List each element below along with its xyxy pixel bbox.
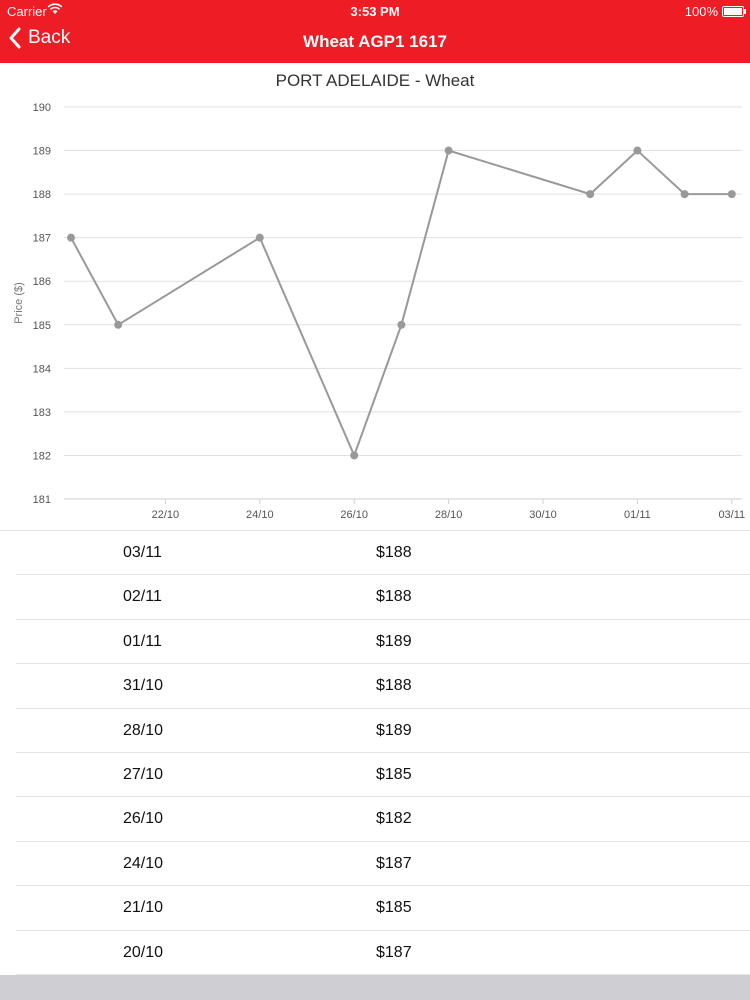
y-tick-label: 185 xyxy=(33,320,51,332)
x-tick-label: 01/11 xyxy=(624,509,651,521)
y-tick-label: 182 xyxy=(33,450,51,462)
price-list: 03/11 $188 02/11 $188 01/11 $189 31/10 $188 28/1… xyxy=(16,531,750,975)
y-tick-label: 189 xyxy=(33,146,51,158)
carrier-label: Carrier xyxy=(7,4,47,19)
row-date: 31/10 xyxy=(123,677,164,695)
page-title: Wheat AGP1 1617 xyxy=(303,32,447,51)
chevron-left-icon xyxy=(9,27,21,49)
row-price: $185 xyxy=(376,899,412,917)
row-price: $188 xyxy=(376,677,412,695)
data-point xyxy=(586,190,595,199)
y-tick-label: 187 xyxy=(33,233,51,245)
x-tick-label: 22/10 xyxy=(152,509,180,521)
y-tick-label: 190 xyxy=(33,102,51,114)
x-tick-label: 30/10 xyxy=(529,509,557,521)
y-tick-label: 188 xyxy=(33,189,51,201)
row-date: 24/10 xyxy=(123,854,164,872)
y-tick-label: 186 xyxy=(33,276,51,288)
price-chart: 190 189 188 187 186 185 184 183 182 181 22/10 24/10… xyxy=(0,63,750,530)
row-price: $189 xyxy=(376,632,412,650)
row-date: 03/11 xyxy=(123,544,162,561)
data-point xyxy=(67,233,75,242)
row-date: 27/10 xyxy=(123,765,164,783)
chart-title: PORT ADELAIDE - Wheat xyxy=(275,71,475,90)
wifi-icon xyxy=(47,3,63,14)
clock: 3:53 PM xyxy=(350,4,400,19)
y-tick-label: 183 xyxy=(33,407,51,419)
data-point xyxy=(633,146,642,155)
x-tick-label: 03/11 xyxy=(718,509,745,521)
row-date: 21/10 xyxy=(123,899,164,917)
battery-icon xyxy=(722,6,746,17)
table-row[interactable]: 31/10 $188 xyxy=(16,664,750,709)
line-chart: 190 189 188 187 186 185 184 183 182 181 22/10 24/10… xyxy=(13,102,745,521)
table-row[interactable]: 28/10 $189 xyxy=(16,709,750,753)
row-date: 20/10 xyxy=(123,943,164,961)
row-price: $187 xyxy=(376,943,412,961)
row-price: $187 xyxy=(376,854,412,872)
x-tick-label: 26/10 xyxy=(340,509,368,521)
app-header: Carrier 3:53 PM 100% Back Wheat AGP1 161… xyxy=(0,0,750,63)
row-price: $188 xyxy=(376,588,412,606)
table-row[interactable]: 20/10 $187 xyxy=(16,931,750,975)
table-row[interactable]: 01/11 $189 xyxy=(16,620,750,665)
nav-bar: Back Wheat AGP1 1617 xyxy=(0,22,750,63)
data-point xyxy=(444,146,453,155)
x-tick-label: 28/10 xyxy=(435,509,463,521)
table-row[interactable]: 02/11 $188 xyxy=(16,575,750,620)
data-point xyxy=(114,320,123,329)
back-button[interactable]: Back xyxy=(8,27,70,49)
row-price: $182 xyxy=(376,810,412,828)
row-price: $188 xyxy=(376,544,412,561)
table-row[interactable]: 26/10 $182 xyxy=(16,797,750,842)
x-tick-label: 24/10 xyxy=(246,509,274,521)
battery-percent: 100% xyxy=(684,4,718,19)
bottom-bar xyxy=(0,975,750,1000)
row-price: $189 xyxy=(376,721,412,739)
data-point xyxy=(397,320,406,329)
table-row[interactable]: 24/10 $187 xyxy=(16,842,750,887)
data-point xyxy=(255,233,264,242)
status-bar: Carrier 3:53 PM 100% xyxy=(0,0,750,22)
data-point xyxy=(350,451,359,460)
back-label: Back xyxy=(28,27,71,48)
table-row[interactable]: 27/10 $185 xyxy=(16,753,750,798)
data-point xyxy=(680,190,689,199)
data-point xyxy=(727,190,736,199)
y-tick-label: 184 xyxy=(33,363,51,375)
series-line xyxy=(70,149,732,459)
row-date: 26/10 xyxy=(123,810,164,828)
row-price: $185 xyxy=(376,765,412,783)
row-date: 02/11 xyxy=(123,588,162,606)
table-row[interactable]: 03/11 $188 xyxy=(16,531,750,576)
table-row[interactable]: 21/10 $185 xyxy=(16,886,750,931)
y-tick-label: 181 xyxy=(33,494,51,506)
row-date: 28/10 xyxy=(123,721,164,739)
row-date: 01/11 xyxy=(123,632,162,650)
divider xyxy=(0,530,750,531)
y-axis-label: Price ($) xyxy=(13,282,25,324)
